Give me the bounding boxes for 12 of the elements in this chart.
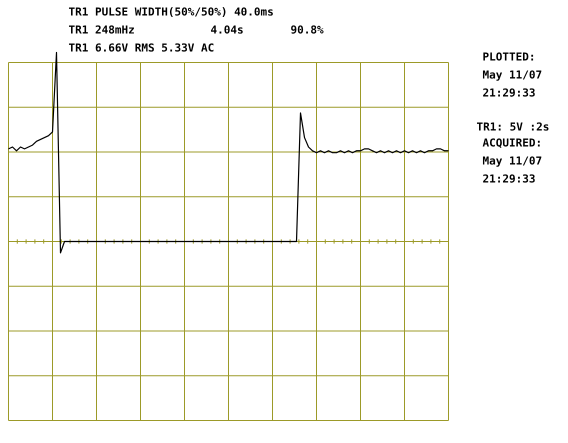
text: 4.04s xyxy=(210,24,244,36)
text: ACQUIRED: xyxy=(482,136,542,150)
text: May 11/07 xyxy=(482,68,542,82)
text: PLOTTED: xyxy=(482,50,536,64)
text: May 11/07 xyxy=(482,154,542,168)
text: TR1: 5V :2s xyxy=(476,120,550,134)
text: 21:29:33 xyxy=(482,172,536,186)
annotation: TR1 6.66V RMS 5.33V AC xyxy=(68,42,214,54)
text: 90.8% xyxy=(290,24,324,36)
chart-title: TR1 PULSE WIDTH(50%/50%) 40.0ms xyxy=(68,6,274,18)
text: 21:29:33 xyxy=(482,86,536,100)
text: TR1 248mHz xyxy=(68,24,135,36)
